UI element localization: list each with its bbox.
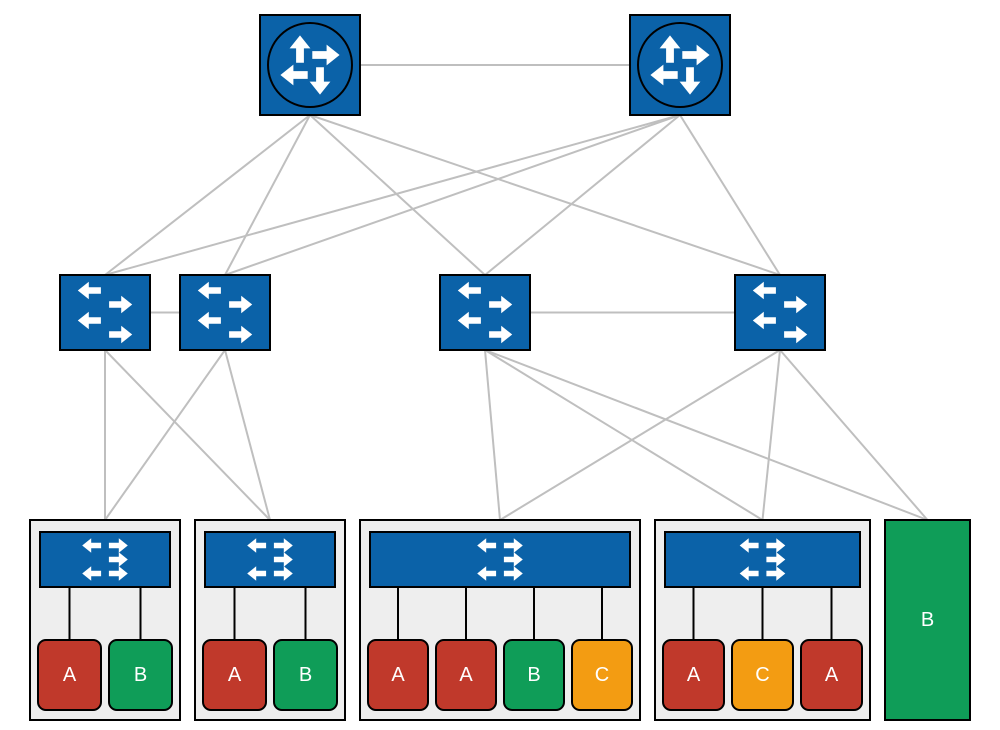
agg-switch-s4 bbox=[735, 275, 825, 350]
link-s3-c5 bbox=[485, 350, 928, 520]
access-switch-c4 bbox=[665, 532, 860, 587]
blade-label: A bbox=[228, 664, 242, 686]
blade-label: C bbox=[755, 664, 769, 686]
chassis-c2: AB bbox=[195, 520, 345, 720]
link-s4-c4 bbox=[763, 350, 781, 520]
blade-label: B bbox=[527, 664, 540, 686]
link-s4-c5 bbox=[780, 350, 928, 520]
blade-label: A bbox=[825, 664, 839, 686]
chassis-c1: AB bbox=[30, 520, 180, 720]
blade-label: A bbox=[687, 664, 701, 686]
link-r2-s1 bbox=[105, 115, 680, 275]
link-s2-c1 bbox=[105, 350, 225, 520]
core-router-r2 bbox=[630, 15, 730, 115]
link-r2-s3 bbox=[485, 115, 680, 275]
network-topology-diagram: ABABAABCACAB bbox=[0, 0, 1000, 730]
link-s3-c3 bbox=[485, 350, 500, 520]
link-r2-s2 bbox=[225, 115, 680, 275]
link-r1-s1 bbox=[105, 115, 310, 275]
blade-label: B bbox=[299, 664, 312, 686]
link-s3-c4 bbox=[485, 350, 763, 520]
blade-label: B bbox=[134, 664, 147, 686]
standalone-label: B bbox=[921, 609, 934, 631]
agg-switch-s2 bbox=[180, 275, 270, 350]
link-r2-s4 bbox=[680, 115, 780, 275]
access-switch-c3 bbox=[370, 532, 630, 587]
standalone-c5: B bbox=[885, 520, 970, 720]
link-s1-c2 bbox=[105, 350, 270, 520]
link-r1-s4 bbox=[310, 115, 780, 275]
core-router-r1 bbox=[260, 15, 360, 115]
link-r1-s3 bbox=[310, 115, 485, 275]
blade-label: A bbox=[63, 664, 77, 686]
link-r1-s2 bbox=[225, 115, 310, 275]
blade-label: A bbox=[391, 664, 405, 686]
agg-switch-s1 bbox=[60, 275, 150, 350]
nodes-layer: ABABAABCACAB bbox=[30, 15, 970, 720]
access-switch-c2 bbox=[205, 532, 335, 587]
access-switch-c1 bbox=[40, 532, 170, 587]
agg-switch-s3 bbox=[440, 275, 530, 350]
chassis-c4: ACA bbox=[655, 520, 870, 720]
link-s4-c3 bbox=[500, 350, 780, 520]
blade-label: C bbox=[595, 664, 609, 686]
link-s2-c2 bbox=[225, 350, 270, 520]
blade-label: A bbox=[459, 664, 473, 686]
chassis-c3: AABC bbox=[360, 520, 640, 720]
